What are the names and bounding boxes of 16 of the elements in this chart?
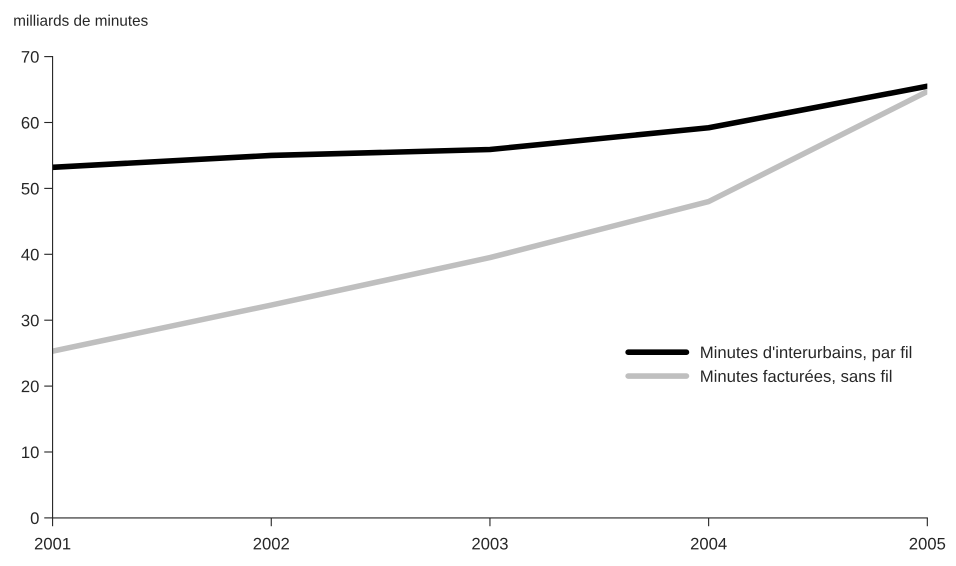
y-tick-label: 20	[22, 380, 39, 392]
y-tick-label: 30	[21, 314, 39, 326]
y-tick-label: 10	[22, 446, 39, 458]
legend-label: Minutes facturées, sans fil	[701, 370, 892, 384]
x-tick-label: 2003	[472, 538, 508, 550]
y-tick-label: 60	[22, 116, 39, 129]
x-tick-label: 2001	[34, 538, 70, 550]
y-axis-title: milliards de minutes	[14, 14, 148, 26]
x-tick-label: 2004	[690, 538, 727, 550]
y-tick-label: 70	[22, 51, 39, 63]
y-tick-label: 40	[21, 248, 39, 260]
x-tick-label: 2005	[910, 538, 946, 550]
y-tick-label: 50	[22, 182, 39, 195]
x-tick-label: 2002	[254, 538, 289, 550]
y-tick-label: 0	[30, 512, 39, 524]
legend-label: Minutes d'interurbains, par fil	[701, 346, 912, 362]
